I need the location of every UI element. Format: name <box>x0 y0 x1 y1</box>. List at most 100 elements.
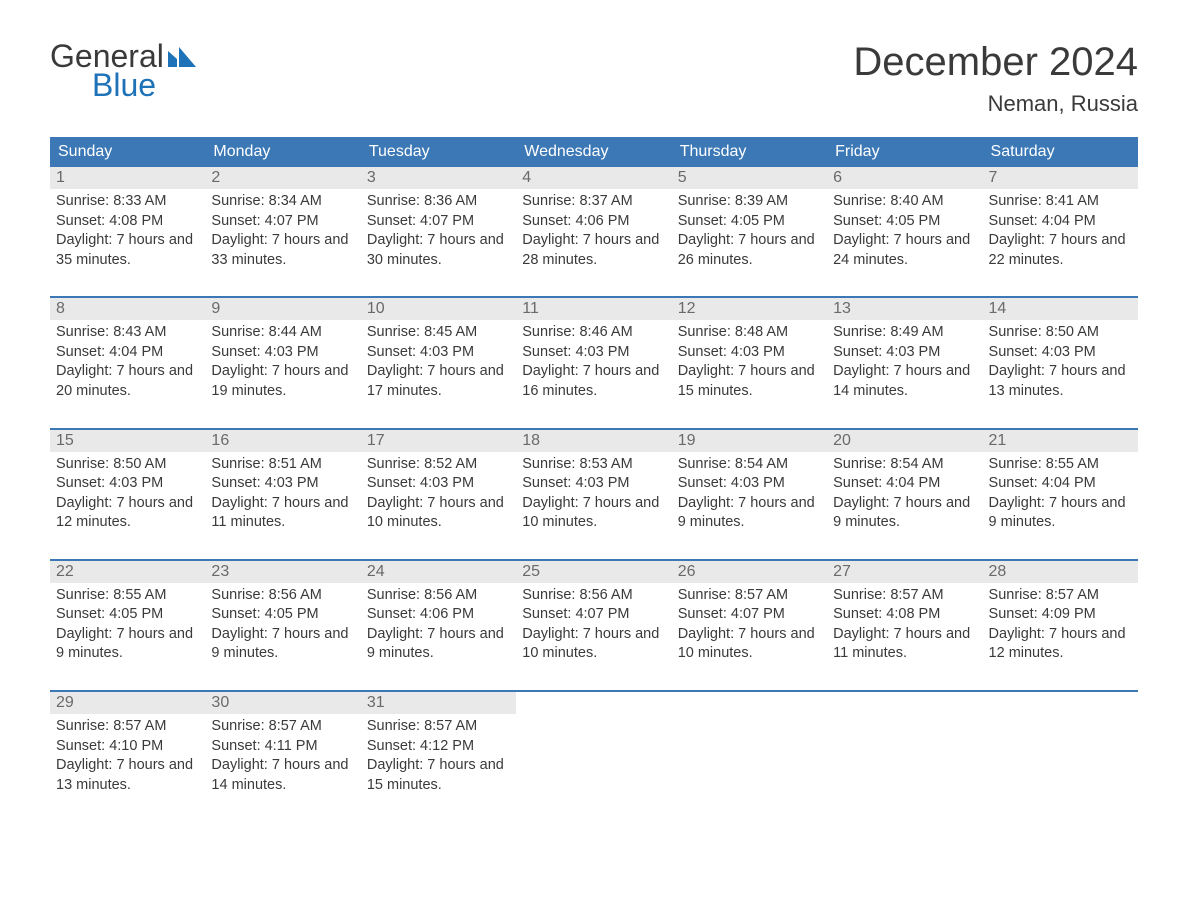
daylight-text: Daylight: 7 hours and 9 minutes. <box>678 494 821 533</box>
day-number: 24 <box>361 561 516 583</box>
daylight-text: Daylight: 7 hours and 14 minutes. <box>833 362 976 401</box>
sunset-text: Sunset: 4:07 PM <box>367 212 510 232</box>
day-cell: 8 Sunrise: 8:43 AMSunset: 4:04 PMDaylight… <box>50 298 205 409</box>
daylight-text: Daylight: 7 hours and 28 minutes. <box>522 231 665 270</box>
daylight-text: Daylight: 7 hours and 35 minutes. <box>56 231 199 270</box>
sunrise-text: Sunrise: 8:56 AM <box>211 586 354 606</box>
day-number: 30 <box>205 692 360 714</box>
sunrise-text: Sunrise: 8:53 AM <box>522 455 665 475</box>
logo-text-bottom: Blue <box>92 69 196 101</box>
day-detail: Sunrise: 8:57 AMSunset: 4:09 PMDaylight:… <box>983 583 1138 672</box>
day-detail: Sunrise: 8:56 AMSunset: 4:05 PMDaylight:… <box>205 583 360 672</box>
sunrise-text: Sunrise: 8:52 AM <box>367 455 510 475</box>
sunrise-text: Sunrise: 8:57 AM <box>211 717 354 737</box>
sunrise-text: Sunrise: 8:43 AM <box>56 323 199 343</box>
week-row: 22Sunrise: 8:55 AMSunset: 4:05 PMDayligh… <box>50 559 1138 672</box>
day-header-tuesday: Tuesday <box>361 137 516 167</box>
day-number: 3 <box>361 167 516 189</box>
sunset-text: Sunset: 4:04 PM <box>56 343 199 363</box>
daylight-text: Daylight: 7 hours and 16 minutes. <box>522 362 665 401</box>
empty-cell <box>516 692 671 803</box>
day-detail: Sunrise: 8:53 AMSunset: 4:03 PMDaylight:… <box>516 452 671 541</box>
sunrise-text: Sunrise: 8:37 AM <box>522 192 665 212</box>
day-number: 2 <box>205 167 360 189</box>
logo-flag-icon <box>168 40 196 72</box>
day-detail: Sunrise: 8:56 AMSunset: 4:07 PMDaylight:… <box>516 583 671 672</box>
sunset-text: Sunset: 4:03 PM <box>989 343 1132 363</box>
day-number: 23 <box>205 561 360 583</box>
day-cell: 25Sunrise: 8:56 AMSunset: 4:07 PMDayligh… <box>516 561 671 672</box>
sunset-text: Sunset: 4:05 PM <box>833 212 976 232</box>
day-header-friday: Friday <box>827 137 982 167</box>
day-number: 22 <box>50 561 205 583</box>
day-detail: Sunrise: 8:51 AMSunset: 4:03 PMDaylight:… <box>205 452 360 541</box>
sunset-text: Sunset: 4:04 PM <box>989 212 1132 232</box>
day-number: 8 <box>50 298 205 320</box>
daylight-text: Daylight: 7 hours and 9 minutes. <box>367 625 510 664</box>
day-number: 16 <box>205 430 360 452</box>
sunrise-text: Sunrise: 8:57 AM <box>833 586 976 606</box>
sunrise-text: Sunrise: 8:57 AM <box>367 717 510 737</box>
sunrise-text: Sunrise: 8:51 AM <box>211 455 354 475</box>
daylight-text: Daylight: 7 hours and 13 minutes. <box>989 362 1132 401</box>
day-cell: 27Sunrise: 8:57 AMSunset: 4:08 PMDayligh… <box>827 561 982 672</box>
sunrise-text: Sunrise: 8:56 AM <box>522 586 665 606</box>
day-detail: Sunrise: 8:36 AMSunset: 4:07 PMDaylight:… <box>361 189 516 278</box>
day-cell: 5Sunrise: 8:39 AMSunset: 4:05 PMDaylight… <box>672 167 827 278</box>
day-cell: 4Sunrise: 8:37 AMSunset: 4:06 PMDaylight… <box>516 167 671 278</box>
week-row: 8Sunrise: 8:43 AMSunset: 4:04 PMDaylight… <box>50 296 1138 409</box>
day-number: 9 <box>205 298 360 320</box>
sunrise-text: Sunrise: 8:57 AM <box>989 586 1132 606</box>
day-number: 17 <box>361 430 516 452</box>
day-number: 7 <box>983 167 1138 189</box>
day-cell: 19Sunrise: 8:54 AMSunset: 4:03 PMDayligh… <box>672 430 827 541</box>
day-cell: 3Sunrise: 8:36 AMSunset: 4:07 PMDaylight… <box>361 167 516 278</box>
day-cell: 12Sunrise: 8:48 AMSunset: 4:03 PMDayligh… <box>672 298 827 409</box>
day-number: 6 <box>827 167 982 189</box>
sunrise-text: Sunrise: 8:49 AM <box>833 323 976 343</box>
day-number: 21 <box>983 430 1138 452</box>
week-row: 1Sunrise: 8:33 AMSunset: 4:08 PMDaylight… <box>50 167 1138 278</box>
sunset-text: Sunset: 4:08 PM <box>833 605 976 625</box>
day-header-monday: Monday <box>205 137 360 167</box>
sunset-text: Sunset: 4:04 PM <box>989 474 1132 494</box>
daylight-text: Daylight: 7 hours and 10 minutes. <box>678 625 821 664</box>
sunrise-text: Sunrise: 8:34 AM <box>211 192 354 212</box>
daylight-text: Daylight: 7 hours and 9 minutes. <box>989 494 1132 533</box>
day-detail: Sunrise: 8:54 AMSunset: 4:03 PMDaylight:… <box>672 452 827 541</box>
daylight-text: Daylight: 7 hours and 11 minutes. <box>211 494 354 533</box>
sunrise-text: Sunrise: 8:54 AM <box>833 455 976 475</box>
sunrise-text: Sunrise: 8:40 AM <box>833 192 976 212</box>
day-detail: Sunrise: 8:39 AMSunset: 4:05 PMDaylight:… <box>672 189 827 278</box>
day-number: 10 <box>361 298 516 320</box>
sunrise-text: Sunrise: 8:57 AM <box>56 717 199 737</box>
daylight-text: Daylight: 7 hours and 10 minutes. <box>522 494 665 533</box>
daylight-text: Daylight: 7 hours and 19 minutes. <box>211 362 354 401</box>
day-detail: Sunrise: 8:56 AMSunset: 4:06 PMDaylight:… <box>361 583 516 672</box>
sunrise-text: Sunrise: 8:44 AM <box>211 323 354 343</box>
daylight-text: Daylight: 7 hours and 20 minutes. <box>56 362 199 401</box>
day-detail: Sunrise: 8:50 AMSunset: 4:03 PMDaylight:… <box>50 452 205 541</box>
daylight-text: Daylight: 7 hours and 15 minutes. <box>678 362 821 401</box>
day-detail: Sunrise: 8:57 AMSunset: 4:07 PMDaylight:… <box>672 583 827 672</box>
day-header-thursday: Thursday <box>672 137 827 167</box>
day-cell: 10Sunrise: 8:45 AMSunset: 4:03 PMDayligh… <box>361 298 516 409</box>
page-header: General Blue December 2024 Neman, Russia <box>50 40 1138 117</box>
sunrise-text: Sunrise: 8:54 AM <box>678 455 821 475</box>
empty-cell <box>983 692 1138 803</box>
day-number: 1 <box>50 167 205 189</box>
daylight-text: Daylight: 7 hours and 17 minutes. <box>367 362 510 401</box>
sunset-text: Sunset: 4:03 PM <box>367 474 510 494</box>
sunset-text: Sunset: 4:03 PM <box>678 343 821 363</box>
day-number: 25 <box>516 561 671 583</box>
daylight-text: Daylight: 7 hours and 30 minutes. <box>367 231 510 270</box>
day-cell: 6Sunrise: 8:40 AMSunset: 4:05 PMDaylight… <box>827 167 982 278</box>
daylight-text: Daylight: 7 hours and 15 minutes. <box>367 756 510 795</box>
day-number: 28 <box>983 561 1138 583</box>
day-number: 15 <box>50 430 205 452</box>
sunset-text: Sunset: 4:04 PM <box>833 474 976 494</box>
daylight-text: Daylight: 7 hours and 14 minutes. <box>211 756 354 795</box>
sunset-text: Sunset: 4:10 PM <box>56 737 199 757</box>
empty-cell <box>827 692 982 803</box>
day-cell: 11Sunrise: 8:46 AMSunset: 4:03 PMDayligh… <box>516 298 671 409</box>
